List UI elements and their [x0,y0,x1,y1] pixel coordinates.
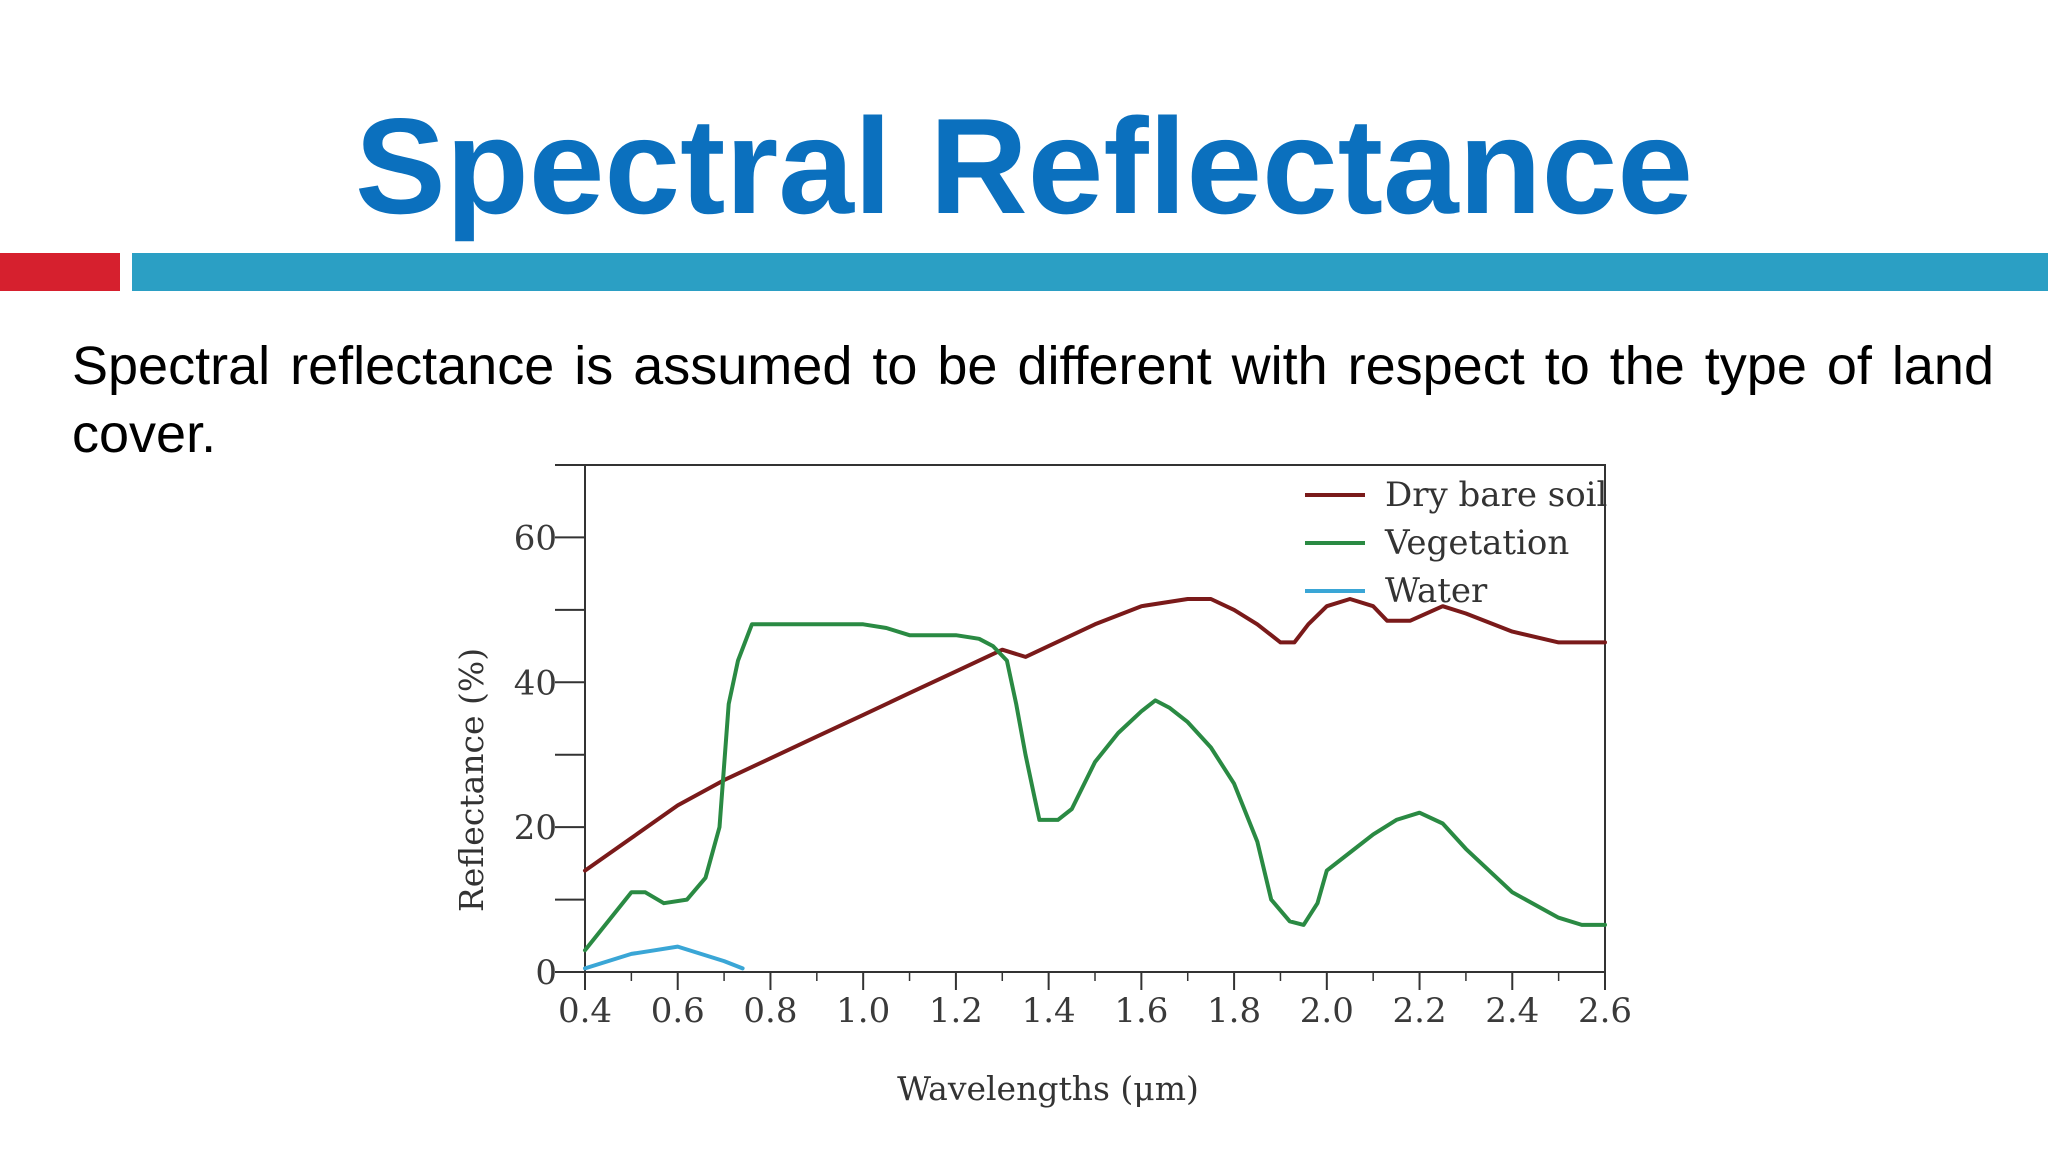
x-tick-label: 2.0 [1300,991,1354,1031]
x-tick-label: 1.4 [1022,991,1076,1031]
slide-title: Spectral Reflectance [355,90,1693,242]
series-line-water [583,944,745,971]
x-axis-title: Wavelengths (μm) [897,1069,1199,1108]
y-tick-label: 20 [514,808,557,848]
x-tick-label: 0.6 [651,991,705,1031]
body-text: Spectral reflectance is assumed to be di… [72,336,1994,464]
legend-label-vegetation: Vegetation [1384,523,1569,563]
x-tick-label: 1.8 [1207,991,1261,1031]
legend-label-dry-bare-soil: Dry bare soil [1385,475,1607,515]
x-tick-label: 0.4 [558,991,612,1031]
accent-bar-red [0,253,120,291]
x-tick-label: 0.8 [743,991,797,1031]
y-tick-label: 40 [514,663,557,703]
x-tick-label: 1.6 [1114,991,1168,1031]
y-tick-label: 0 [535,953,557,993]
x-tick-label: 1.0 [836,991,890,1031]
reflectance-chart: Reflectance (%) Wavelengths (μm) 0 20 40 60… [420,440,1660,1130]
y-tick-label: 60 [514,518,557,558]
x-tick-label: 2.6 [1578,991,1632,1031]
x-tick-label: 1.2 [929,991,983,1031]
series-line-dry-bare-soil [583,597,1607,873]
x-tick-label: 2.4 [1485,991,1539,1031]
x-tick-label: 2.2 [1393,991,1447,1031]
accent-bar-blue [132,253,2048,291]
series-line-vegetation [583,622,1607,953]
legend-label-water: Water [1385,571,1488,611]
y-axis-title: Reflectance (%) [452,648,491,912]
